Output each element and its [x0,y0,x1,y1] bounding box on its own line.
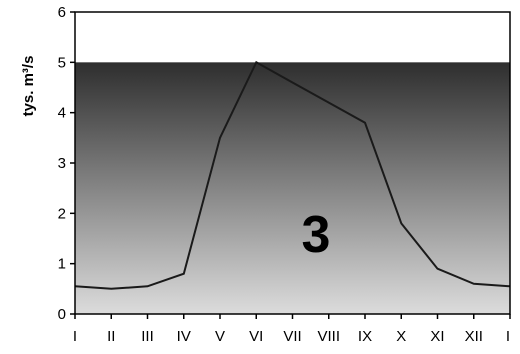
y-tick-label: 3 [58,155,66,172]
x-tick-label: XI [430,328,444,345]
x-tick-label: IV [177,328,191,345]
series-line [74,60,511,290]
y-tick-label: 5 [58,54,66,71]
y-axis-ticks: 0 1 2 3 4 5 6 [58,4,75,323]
y-tick-label: 0 [58,306,66,323]
x-tick-label: VII [283,328,301,345]
x-tick-label: VIII [317,328,340,345]
y-tick-label: 2 [58,205,66,222]
y-tick-label: 4 [58,105,66,122]
x-tick-label: III [141,328,154,345]
x-tick-label: VI [249,328,263,345]
y-axis-label: tys. m³/s [20,56,37,117]
y-tick-label: 1 [58,256,66,273]
x-tick-label: V [215,328,225,345]
x-tick-label: XII [465,328,483,345]
panel-number: 3 [302,206,331,264]
x-axis-ticks: I II III IV V VI VII VIII IX X XI XII I [73,314,511,345]
shaded-band [75,62,510,315]
plot-frame [74,11,511,315]
x-tick-label: I [506,328,510,345]
x-tick-label: I [73,328,77,345]
x-tick-label: IX [358,328,372,345]
x-tick-label: X [396,328,406,345]
x-tick-label: II [107,328,115,345]
y-tick-label: 6 [58,4,66,21]
